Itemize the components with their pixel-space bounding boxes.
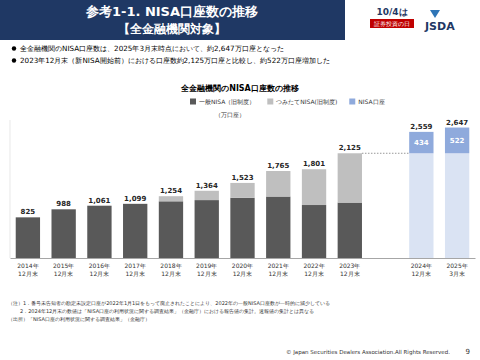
x-tick-label: 2024年12月末 — [411, 262, 432, 277]
x-tick-label: 2025年3月末 — [446, 262, 467, 277]
slide: 参考1-1. NISA口座数の推移【全金融機関対象】 10/4は証券投資の日 JSD… — [0, 0, 480, 360]
chart-title: 全金融機関のNISA口座数の推移 — [180, 83, 299, 93]
copyright: © Japan Securities Dealers Association.A… — [286, 349, 450, 356]
x-tick-label: 2023年12月末 — [339, 262, 360, 277]
source: （出所）「NISA口座の利用状況に関する調査結果」（金融庁） — [8, 316, 150, 322]
x-tick-label: 2022年12月末 — [303, 262, 324, 277]
legend-label: 一般NISA（旧制度） — [199, 98, 255, 106]
x-tick-label: 2017年12月末 — [125, 262, 146, 277]
legend-swatch — [267, 99, 273, 105]
x-tick: 2018年12月末 — [160, 258, 181, 277]
x-tick: 2014年12月末 — [17, 258, 38, 277]
page-number: 9 — [466, 348, 470, 356]
bar-segment — [123, 204, 147, 258]
data-labels: 434 522 825 988 1,061 1,099 1,254 1,364 1,523 1,7… — [21, 119, 469, 217]
total-label: 988 — [56, 200, 71, 208]
bar-segment — [338, 153, 362, 202]
x-tick: 2021年12月末 — [268, 258, 289, 277]
total-label: 1,061 — [88, 197, 110, 205]
header-band — [0, 0, 345, 40]
x-tick: 2017年12月末 — [125, 258, 146, 277]
x-tick: 2023年12月末 — [339, 258, 360, 277]
bar-segment — [266, 171, 290, 197]
connector-line — [362, 153, 409, 154]
y-axis-label: （万口座） — [215, 111, 245, 119]
note: 2．2024年12月末の数値は「NISA口座の利用状況に関する調査結果」（金融庁… — [20, 308, 314, 314]
bar-segment — [230, 198, 254, 258]
x-tick-label: 2020年12月末 — [232, 262, 253, 277]
x-tick-label: 2019年12月末 — [196, 262, 217, 277]
bars — [16, 128, 470, 258]
x-tick: 2019年12月末 — [196, 258, 217, 277]
x-tick-label: 2014年12月末 — [17, 262, 38, 277]
bar-segment — [266, 197, 290, 258]
total-label: 825 — [21, 208, 36, 216]
logo-org: JSDA — [424, 20, 455, 33]
bar-segment — [302, 205, 326, 258]
x-tick: 2022年12月末 — [303, 258, 324, 277]
bar-segment — [87, 206, 111, 258]
total-label: 2,559 — [410, 123, 432, 131]
x-axis-line — [11, 258, 476, 259]
total-label: 1,801 — [303, 160, 325, 168]
total-label: 1,099 — [124, 195, 146, 203]
x-tick-label: 2015年12月末 — [53, 262, 74, 277]
x-tick: 2015年12月末 — [53, 258, 74, 277]
note: （注）1．番号未告知者の勘定未設定口座が2022年1月1日をもって廃止されたこと… — [8, 300, 330, 306]
logo-icon — [430, 10, 440, 18]
x-axis: 2014年12月末 2015年12月末 2016年12月末 2017年12月末 2018… — [11, 258, 476, 277]
bar-segment — [230, 183, 254, 198]
segment-label: 522 — [450, 137, 465, 145]
x-tick: 2024年12月末 — [411, 258, 432, 277]
x-tick: 2020年12月末 — [232, 258, 253, 277]
logo-text: 証券投資の日 — [374, 20, 410, 28]
bar-segment — [445, 128, 469, 154]
x-tick: 2016年12月末 — [89, 258, 110, 277]
bullet-text: 全金融機関のNISA口座数は、2025年3月末時点において、約2,647万口座と… — [20, 44, 284, 53]
total-label: 1,765 — [267, 162, 289, 170]
x-tick-label: 2016年12月末 — [89, 262, 110, 277]
bar-segment — [195, 191, 219, 200]
total-label: 1,254 — [160, 187, 182, 195]
bar-segment — [51, 209, 75, 258]
bar-segment — [159, 201, 183, 258]
header-subtitle: 【全金融機関対象】 — [118, 22, 226, 36]
total-label: 1,364 — [196, 182, 218, 190]
legend-label: つみたてNISA(旧制度) — [276, 98, 337, 105]
header-title: 参考1-1. NISA口座数の推移 — [85, 4, 258, 19]
total-label: 2,125 — [339, 144, 361, 152]
bar-segment — [195, 200, 219, 258]
bullet-dot — [12, 46, 16, 50]
legend: 一般NISA（旧制度） つみたてNISA(旧制度) NISA口座 — [190, 98, 385, 106]
bar-segment — [302, 169, 326, 205]
bar-segment — [159, 196, 183, 201]
bar-segment — [409, 132, 433, 153]
total-label: 1,523 — [231, 174, 253, 182]
logo-date: 10/4は — [376, 7, 407, 17]
bar-segment — [338, 203, 362, 258]
segment-label: 434 — [414, 139, 429, 147]
y-axis-line — [10, 120, 11, 258]
legend-label: NISA口座 — [358, 98, 384, 105]
bar-segment — [409, 153, 433, 258]
x-tick: 2025年3月末 — [446, 258, 467, 277]
legend-swatch — [190, 99, 196, 105]
bar-segment — [445, 153, 469, 258]
legend-swatch — [349, 99, 355, 105]
total-label: 2,647 — [446, 119, 468, 127]
bar-segment — [16, 217, 40, 258]
header: 参考1-1. NISA口座数の推移【全金融機関対象】 10/4は証券投資の日 JSD… — [0, 0, 455, 40]
bullet-dot — [12, 58, 16, 62]
bullet-text: 2023年12月末（新NISA開始前）における口座数約2,125万口座と比較し、… — [20, 56, 330, 65]
slide-svg: 参考1-1. NISA口座数の推移【全金融機関対象】 10/4は証券投資の日 JSD… — [0, 0, 480, 360]
x-tick-label: 2018年12月末 — [160, 262, 181, 277]
x-tick-label: 2021年12月末 — [268, 262, 289, 277]
logo-band — [370, 19, 414, 28]
